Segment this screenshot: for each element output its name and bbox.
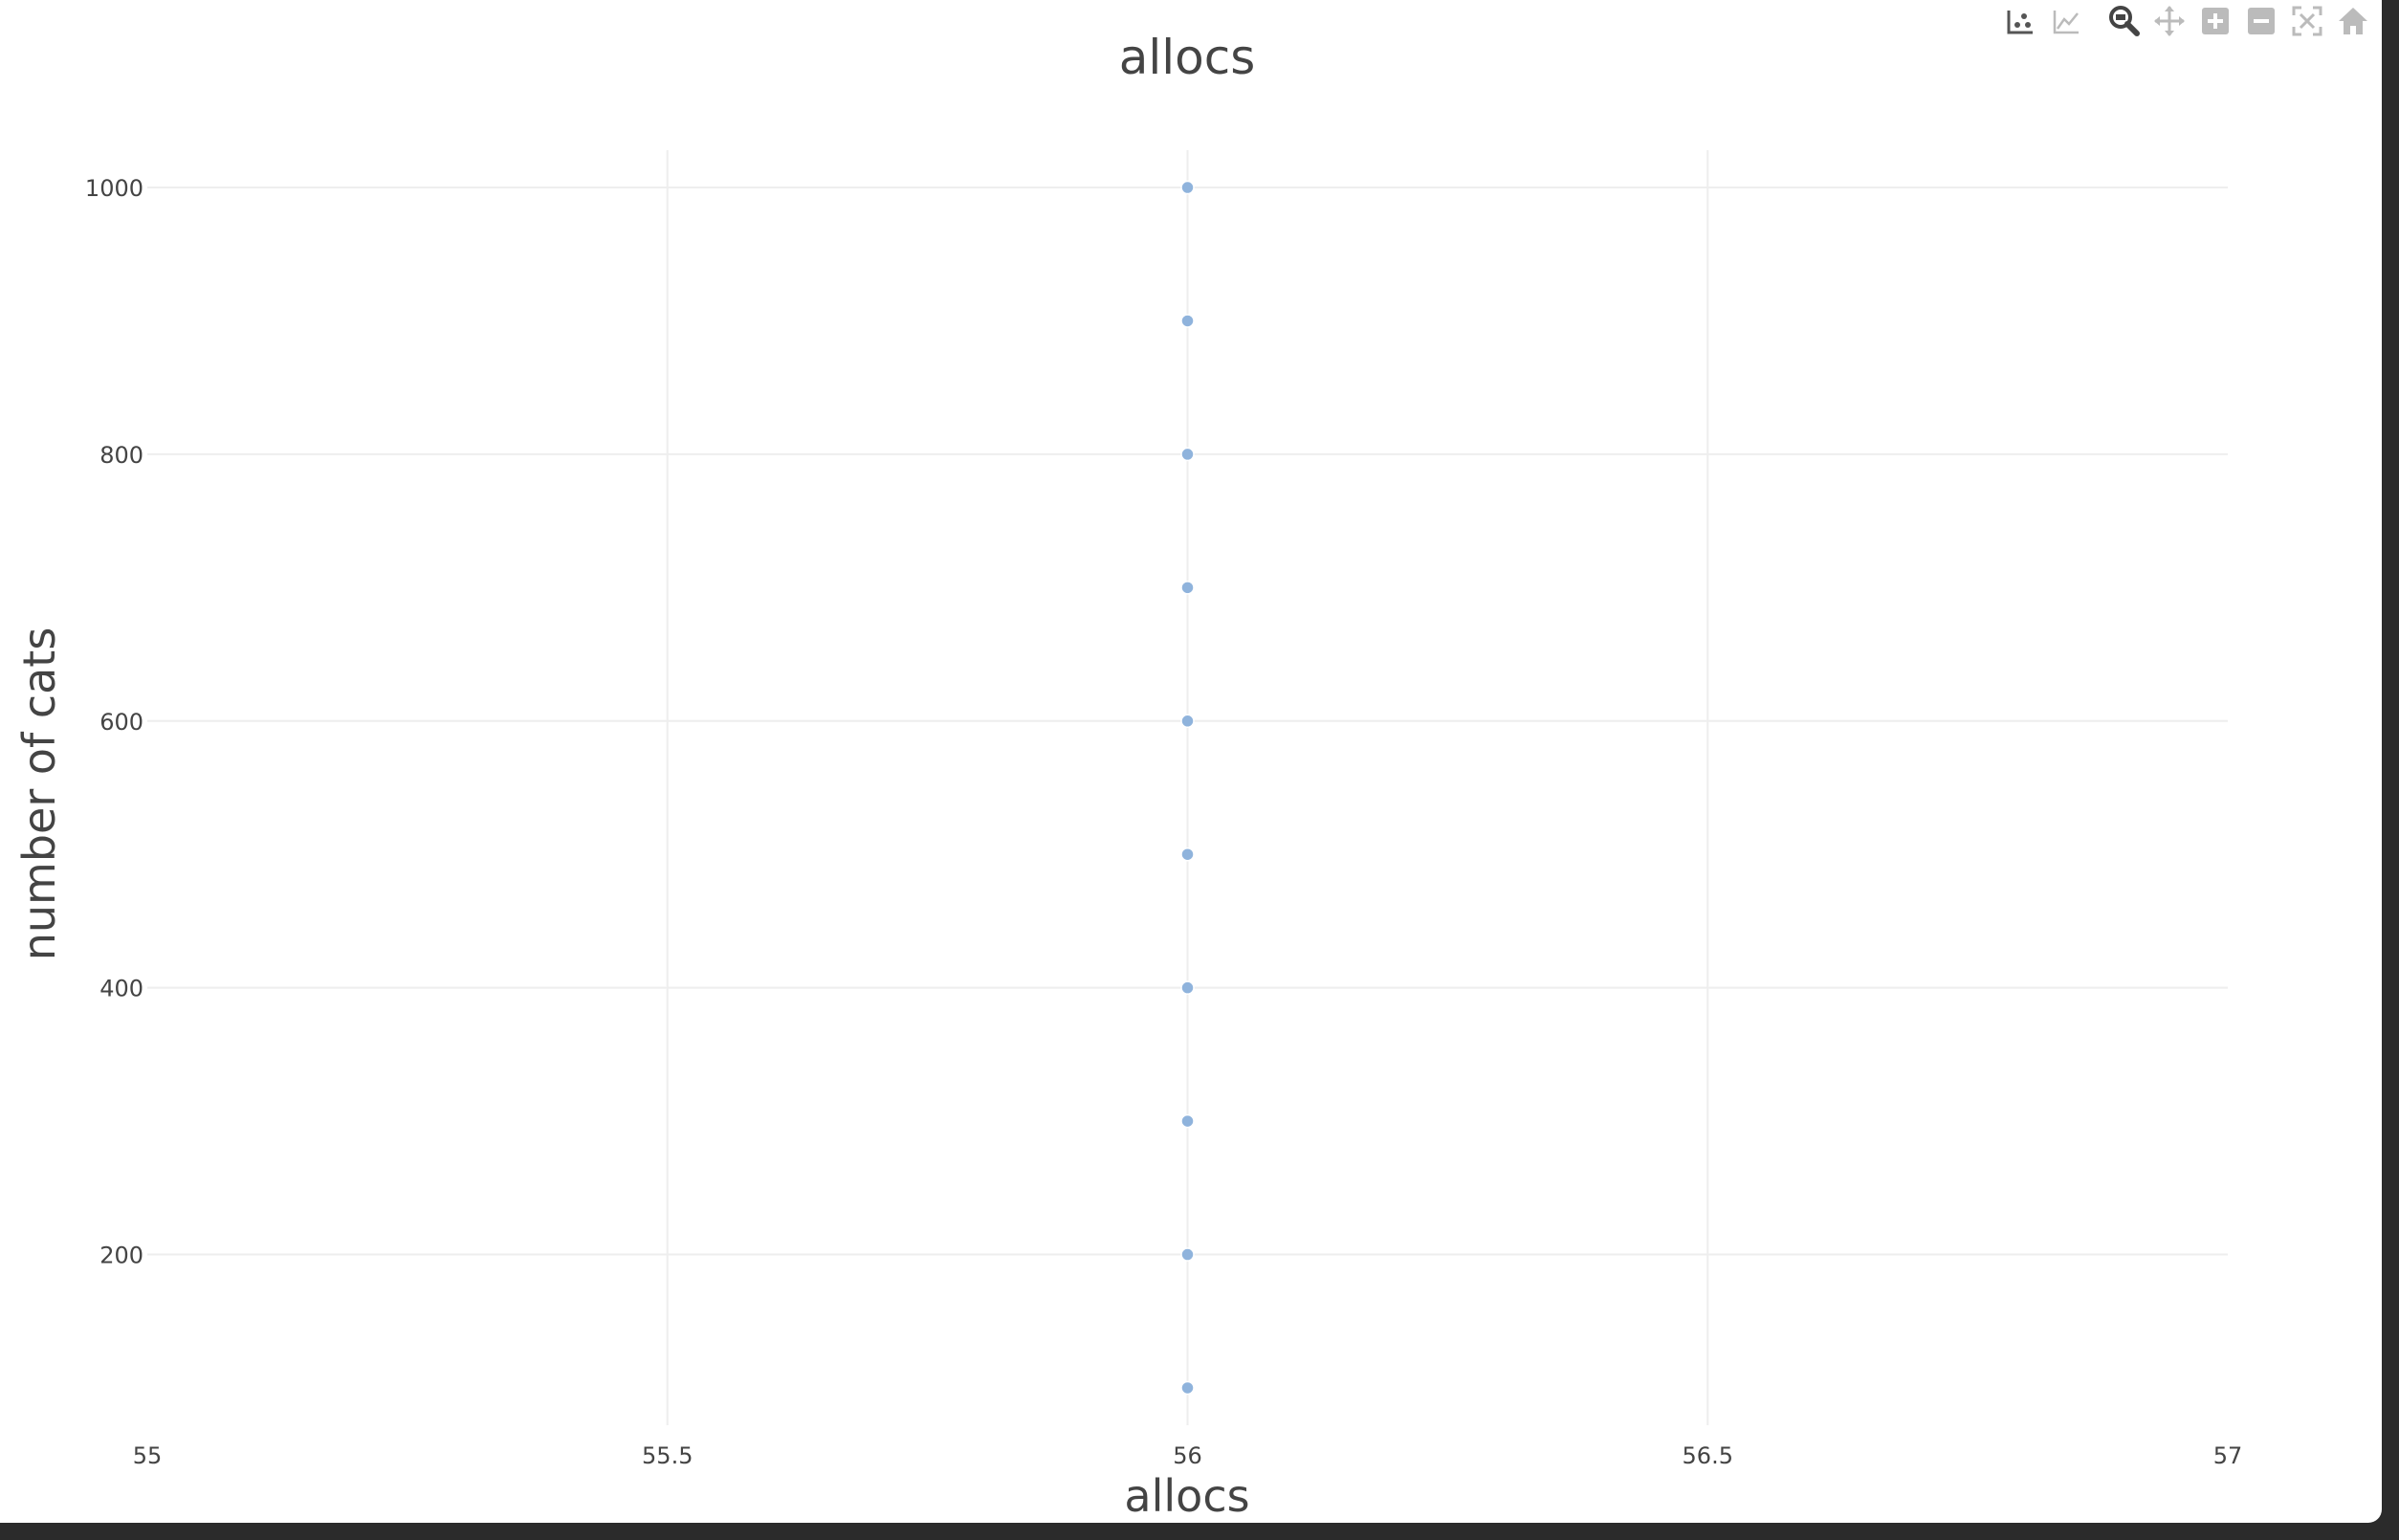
x-gridlines (666, 150, 1709, 1425)
data-point[interactable] (1180, 447, 1195, 462)
autoscale-icon (2292, 6, 2322, 36)
data-point[interactable] (1180, 714, 1195, 729)
data-point[interactable] (1180, 847, 1195, 862)
data-point[interactable] (1180, 980, 1195, 995)
modebar (2004, 5, 2369, 37)
y-tick-label: 400 (99, 976, 143, 1002)
y-tick-label: 200 (99, 1243, 143, 1269)
chart-title: allocs (1119, 30, 1256, 85)
zoom-button[interactable] (2107, 5, 2140, 37)
reset-axes-button[interactable] (2337, 5, 2369, 37)
autoscale-button[interactable] (2291, 5, 2323, 37)
compare-data-on-hover-button[interactable] (2004, 5, 2036, 37)
x-tick-labels: 55 55.5 56 56.5 57 (133, 1442, 2243, 1469)
minus-box-icon (2248, 8, 2275, 34)
x-tick-label: 56 (1173, 1442, 1202, 1469)
plus-box-icon (2202, 8, 2229, 34)
x-tick-label: 55 (133, 1442, 163, 1469)
scatter-hover-icon (2007, 11, 2033, 34)
y-tick-labels: 200 400 600 800 1000 (85, 175, 143, 1268)
x-axis-title: allocs (1124, 1470, 1249, 1522)
data-point[interactable] (1180, 1113, 1195, 1129)
y-tick-label: 1000 (85, 175, 143, 202)
data-point[interactable] (1180, 1380, 1195, 1396)
data-point[interactable] (1180, 180, 1195, 195)
line-hover-icon (2053, 11, 2079, 34)
magnifier-icon (2109, 6, 2140, 36)
data-point[interactable] (1180, 581, 1195, 595)
data-point[interactable] (1180, 1247, 1195, 1262)
pan-arrows-icon (2154, 6, 2185, 36)
zoom-out-button[interactable] (2245, 5, 2278, 37)
show-closest-data-on-hover-button[interactable] (2050, 5, 2082, 37)
home-icon (2339, 8, 2367, 34)
x-tick-label: 57 (2213, 1442, 2243, 1469)
zoom-in-button[interactable] (2199, 5, 2232, 37)
data-points[interactable] (1180, 180, 1195, 1396)
pan-button[interactable] (2153, 5, 2186, 37)
data-point[interactable] (1180, 314, 1195, 328)
x-tick-label: 56.5 (1683, 1442, 1733, 1469)
y-axis-title: number of cats (13, 627, 65, 961)
y-tick-label: 600 (99, 709, 143, 736)
y-tick-label: 800 (99, 442, 143, 469)
x-tick-label: 55.5 (642, 1442, 693, 1469)
